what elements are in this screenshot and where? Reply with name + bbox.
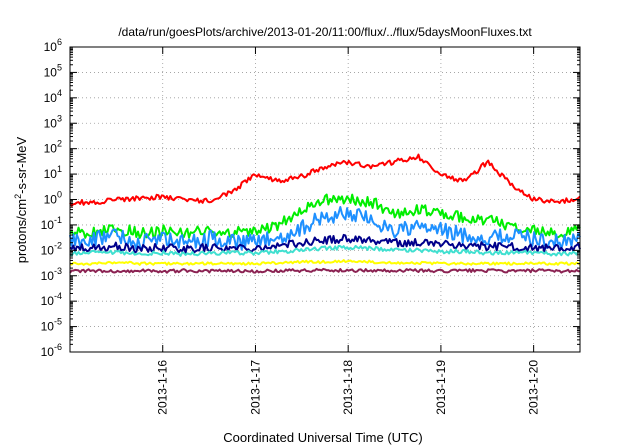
series-line-5 xyxy=(69,244,580,257)
series-line-7 xyxy=(69,267,581,274)
y-tick-base: 10 xyxy=(41,294,55,308)
y-tick-label: 100 xyxy=(44,190,62,207)
series-line-6 xyxy=(69,259,581,266)
y-tick-exponent: -5 xyxy=(54,317,62,327)
y-axis-title-sup: 2 xyxy=(13,194,23,199)
y-axis-title: protons/cm2-s-sr-MeV xyxy=(13,136,29,263)
y-tick-exponent: -2 xyxy=(54,240,62,250)
x-tick-label: 2013-1-17 xyxy=(248,360,262,415)
y-tick-exponent: 0 xyxy=(57,190,62,200)
y-tick-base: 10 xyxy=(44,40,58,54)
y-tick-exponent: 1 xyxy=(57,164,62,174)
y-tick-exponent: -4 xyxy=(54,291,62,301)
y-tick-base: 10 xyxy=(44,142,58,156)
y-tick-exponent: -3 xyxy=(54,266,62,276)
y-tick-base: 10 xyxy=(41,218,55,232)
y-tick-label: 10-4 xyxy=(41,291,62,308)
series-layer xyxy=(69,153,581,274)
y-tick-label: 10-5 xyxy=(41,317,62,334)
y-tick-base: 10 xyxy=(44,91,58,105)
y-tick-label: 10-6 xyxy=(41,342,62,359)
y-tick-base: 10 xyxy=(44,167,58,181)
y-tick-exponent: 2 xyxy=(57,139,62,149)
y-tick-label: 10-2 xyxy=(41,240,62,257)
y-tick-label: 102 xyxy=(44,139,62,156)
y-tick-labels: 10-610-510-410-310-210-11001011021031041… xyxy=(41,37,62,359)
y-tick-label: 101 xyxy=(44,164,62,181)
y-tick-exponent: 5 xyxy=(57,62,62,72)
x-tick-label: 2013-1-19 xyxy=(434,360,448,415)
x-axis-title: Coordinated Universal Time (UTC) xyxy=(223,430,422,445)
y-tick-label: 104 xyxy=(44,88,62,105)
y-tick-base: 10 xyxy=(44,65,58,79)
y-tick-label: 106 xyxy=(44,37,62,54)
x-tick-label: 2013-1-18 xyxy=(341,360,355,415)
y-tick-label: 105 xyxy=(44,62,62,79)
series-line-1 xyxy=(69,153,581,207)
series-line-3 xyxy=(69,206,581,252)
y-tick-label: 103 xyxy=(44,113,62,130)
y-tick-base: 10 xyxy=(41,345,55,359)
y-tick-base: 10 xyxy=(44,193,58,207)
axis-ticks xyxy=(70,46,580,353)
y-tick-exponent: -1 xyxy=(54,215,62,225)
y-tick-exponent: 3 xyxy=(57,113,62,123)
y-tick-label: 10-1 xyxy=(41,215,62,232)
y-tick-exponent: 6 xyxy=(57,37,62,47)
x-tick-label: 2013-1-20 xyxy=(527,360,541,415)
chart-title: /data/run/goesPlots/archive/2013-01-20/1… xyxy=(118,25,532,39)
y-tick-exponent: 4 xyxy=(57,88,62,98)
y-tick-label: 10-3 xyxy=(41,266,62,283)
x-tick-label: 2013-1-16 xyxy=(156,360,170,415)
y-tick-base: 10 xyxy=(41,269,55,283)
y-axis-title-post: -s-sr-MeV xyxy=(14,136,29,193)
series-line-4 xyxy=(69,233,581,254)
y-axis-title-pre: protons/cm xyxy=(14,199,29,263)
y-tick-base: 10 xyxy=(44,116,58,130)
y-tick-base: 10 xyxy=(41,243,55,257)
x-tick-labels: 2013-1-16 2013-1-17 2013-1-18 2013-1-19 2013… xyxy=(156,360,541,415)
y-tick-exponent: -6 xyxy=(54,342,62,352)
y-tick-base: 10 xyxy=(41,320,55,334)
